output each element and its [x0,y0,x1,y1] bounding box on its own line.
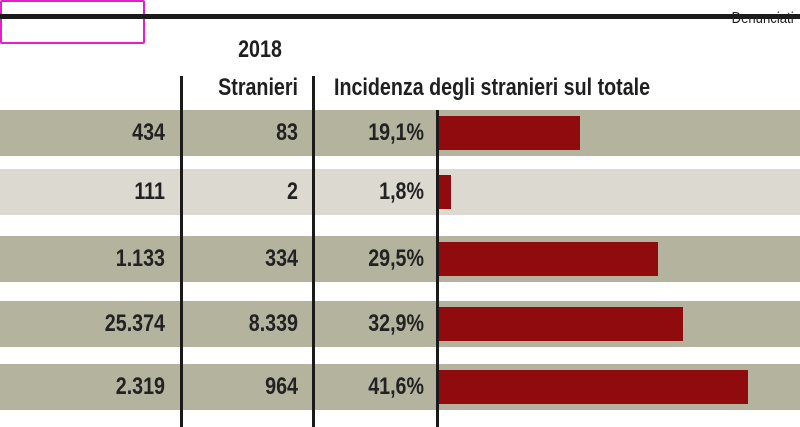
stranieri-value: 8.339 [248,310,298,337]
denunciati-header-highlight: Denunciati [0,0,794,44]
incidenza-bar [438,175,451,209]
stranieri-value: 334 [265,245,298,272]
incidenza-bar [438,242,658,276]
stranieri-value: 2 [287,178,298,205]
incidenza-label: 19,1% [368,119,424,146]
incidenza-label: 1,8% [379,178,424,205]
incidenza-header: Incidenza degli stranieri sul totale [334,74,651,101]
table-row: 1.133 334 29,5% [0,236,800,282]
table-row: 2.319 964 41,6% [0,364,800,410]
column-divider-1 [180,76,183,427]
stranieri-header: Stranieri [218,74,298,101]
incidenza-bar [438,307,683,341]
bar-baseline [436,110,439,427]
incidenza-bar [438,116,580,150]
denunciati-value: 2.319 [115,373,165,400]
denunciati-header: Denunciati [732,10,794,27]
incidenza-bar [438,370,748,404]
table-row: 111 2 1,8% [0,169,800,215]
denunciati-value: 25.374 [104,310,165,337]
table-row: 434 83 19,1% [0,110,800,156]
incidenza-label: 32,9% [368,310,424,337]
denunciati-value: 434 [132,119,165,146]
stranieri-value: 83 [276,119,298,146]
year-header: 2018 [238,36,282,63]
stranieri-value: 964 [265,373,298,400]
incidenza-label: 41,6% [368,373,424,400]
column-divider-2 [312,76,315,427]
top-rule [0,14,800,19]
table-row: 25.374 8.339 32,9% [0,301,800,347]
denunciati-value: 111 [134,178,165,205]
denunciati-value: 1.133 [115,245,165,272]
incidenza-label: 29,5% [368,245,424,272]
